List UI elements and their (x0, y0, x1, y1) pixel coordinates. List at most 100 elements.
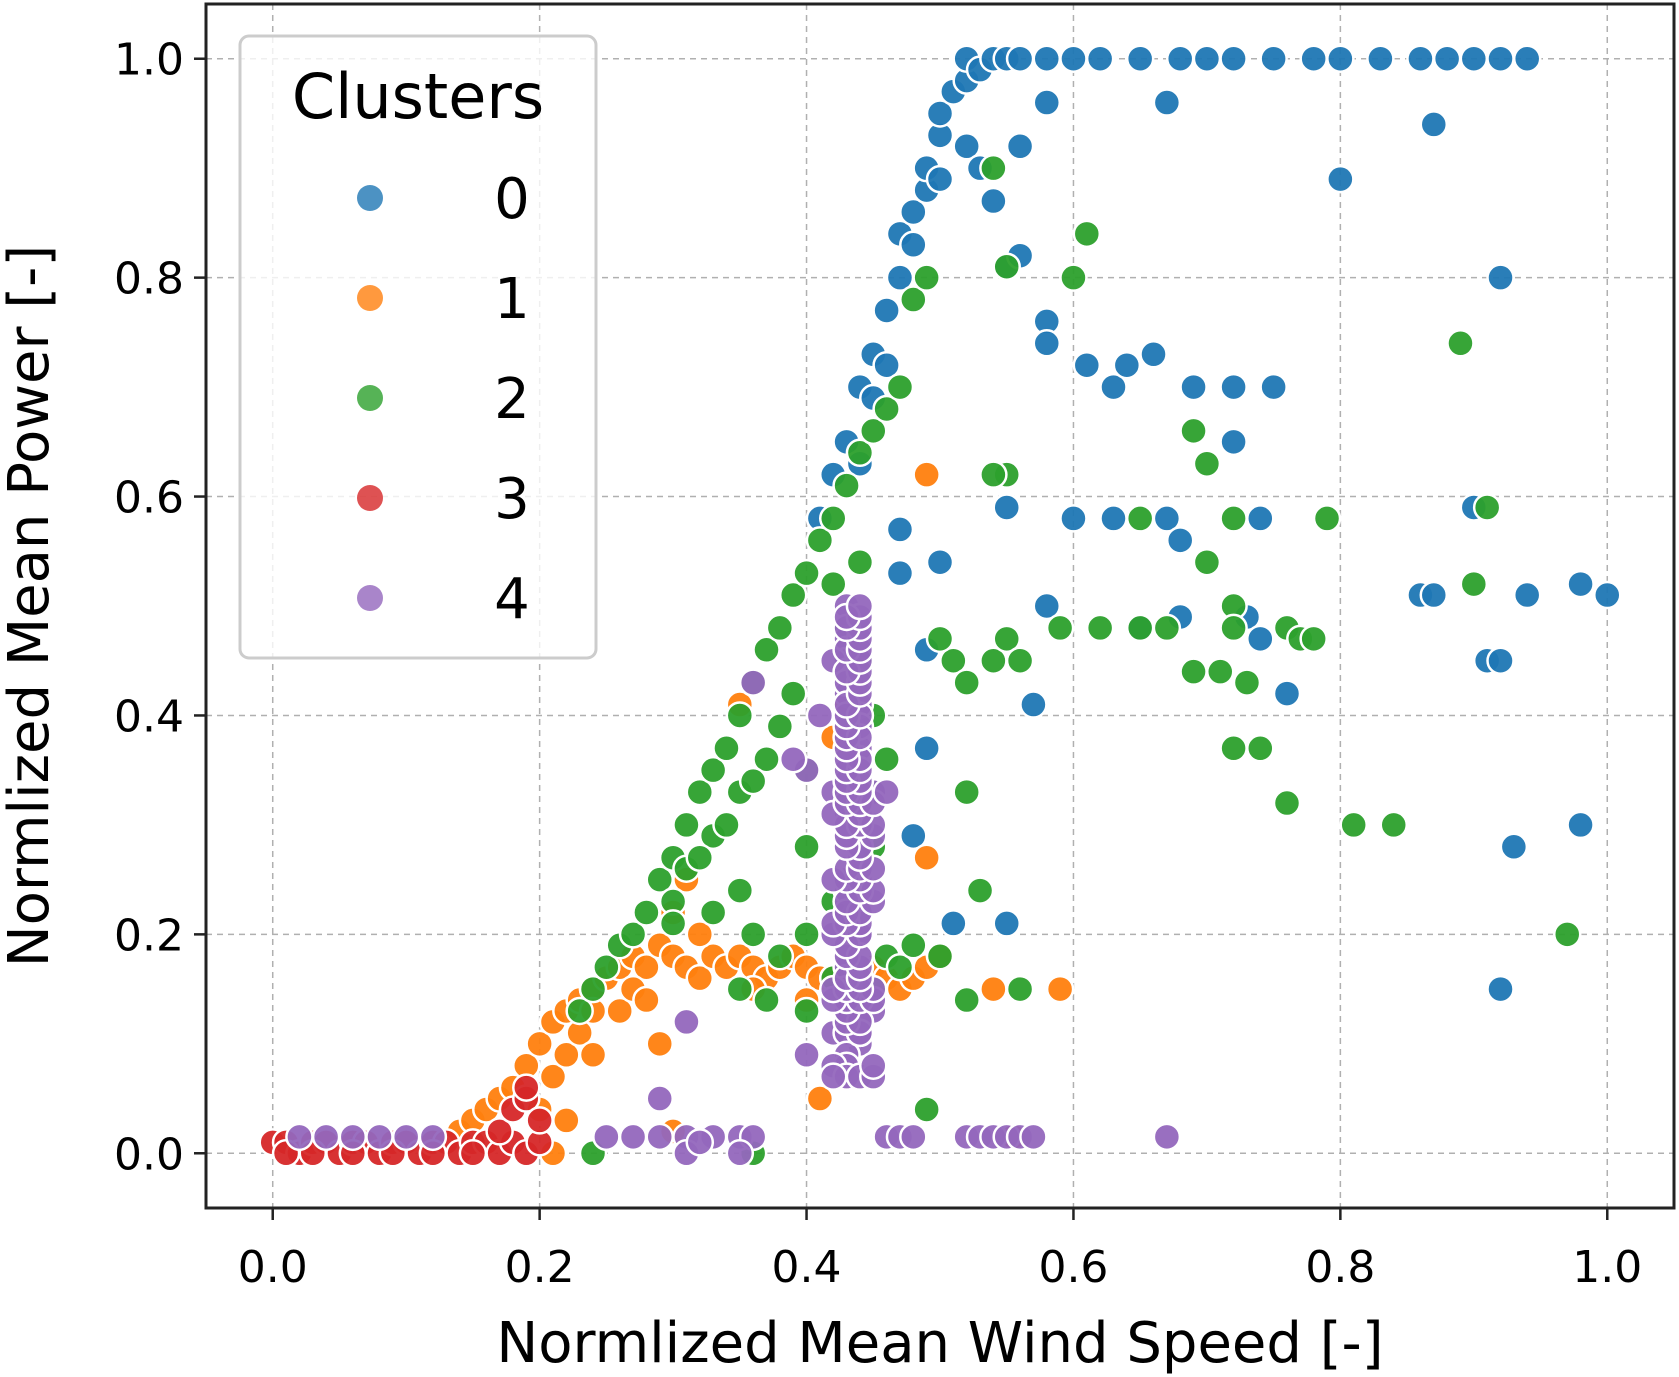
data-point (1419, 580, 1449, 610)
y-tick-label: 0.6 (114, 473, 184, 524)
legend-label: 1 (494, 267, 530, 332)
data-point (1499, 832, 1529, 862)
data-point (805, 1084, 835, 1113)
data-point (912, 1095, 941, 1124)
data-point (1032, 591, 1062, 621)
data-point (525, 1106, 554, 1135)
data-point (632, 985, 661, 1015)
data-point (1179, 657, 1208, 686)
data-point (1459, 44, 1489, 73)
data-point (685, 1128, 715, 1157)
data-points (258, 44, 1622, 1168)
data-point (1219, 613, 1248, 643)
data-point (845, 547, 875, 577)
data-point (925, 547, 955, 577)
data-point (872, 296, 901, 325)
data-point (632, 898, 661, 927)
data-point (1072, 350, 1102, 380)
data-point (605, 996, 634, 1026)
data-point (725, 876, 755, 905)
data-point (578, 974, 608, 1004)
data-point (899, 197, 928, 227)
data-point (1019, 690, 1048, 719)
data-point (1005, 974, 1035, 1004)
data-point (979, 460, 1008, 489)
data-point (1566, 810, 1595, 840)
data-point (1152, 1122, 1182, 1152)
data-point (899, 1122, 928, 1152)
data-point (912, 843, 941, 872)
data-point (939, 909, 968, 938)
x-tick-label: 0.0 (238, 1242, 308, 1293)
data-point (925, 99, 955, 128)
legend-marker (357, 585, 383, 611)
data-point (1099, 504, 1128, 533)
data-point (1299, 44, 1328, 73)
data-point (845, 591, 875, 621)
legend-label: 4 (494, 567, 530, 632)
data-point (765, 613, 795, 643)
data-point (778, 744, 808, 774)
data-point (1552, 920, 1582, 949)
data-point (1219, 734, 1248, 763)
data-point (1206, 657, 1235, 686)
data-point (885, 372, 915, 402)
data-point (1125, 613, 1155, 643)
y-axis-title: Normlized Mean Power [-] (0, 245, 62, 967)
data-point (885, 515, 915, 544)
data-point (1059, 504, 1088, 533)
data-point (912, 460, 941, 489)
data-point (979, 153, 1008, 183)
y-tick-label: 0.8 (114, 254, 184, 305)
data-point (685, 777, 715, 807)
data-point (832, 471, 861, 500)
data-point (685, 963, 715, 993)
data-point (1125, 44, 1155, 73)
legend: Clusters 0 1 2 3 4 (238, 34, 598, 660)
data-point (485, 1117, 514, 1146)
data-point (1072, 219, 1102, 249)
data-point (1045, 613, 1075, 643)
data-point (1165, 526, 1195, 555)
data-point (872, 744, 901, 774)
data-point (925, 942, 955, 971)
y-tick-label: 0.2 (114, 910, 184, 961)
data-point (645, 865, 674, 894)
data-point (1593, 580, 1622, 610)
data-point (538, 1062, 568, 1091)
data-point (925, 164, 955, 194)
data-point (872, 350, 901, 380)
x-tick-label: 0.4 (772, 1242, 842, 1293)
legend-entries: 0 1 2 3 4 (357, 167, 530, 632)
data-point (672, 810, 701, 840)
legend-marker (357, 185, 383, 211)
data-point (1446, 329, 1475, 358)
legend-label: 3 (494, 467, 530, 532)
y-tick-label: 0.0 (114, 1129, 184, 1180)
data-point (1472, 493, 1502, 522)
data-point (992, 252, 1021, 281)
data-point (1486, 974, 1515, 1004)
data-point (792, 558, 821, 588)
x-tick-label: 0.8 (1305, 1242, 1375, 1293)
legend-label: 0 (494, 167, 530, 232)
data-point (1059, 263, 1088, 292)
data-point (792, 996, 821, 1026)
data-point (725, 701, 755, 730)
data-point (1085, 613, 1115, 643)
data-point (685, 920, 715, 949)
data-point (992, 624, 1021, 654)
data-point (1272, 679, 1302, 708)
data-point (952, 132, 981, 161)
data-point (1112, 350, 1142, 380)
legend-marker (357, 485, 383, 511)
legend-marker (357, 285, 383, 311)
data-point (899, 931, 928, 960)
data-point (1179, 416, 1208, 446)
data-point (1032, 329, 1062, 358)
data-point (645, 1029, 674, 1059)
data-point (311, 1122, 341, 1152)
data-point (859, 1051, 888, 1080)
data-point (1432, 44, 1462, 73)
data-point (712, 734, 741, 763)
